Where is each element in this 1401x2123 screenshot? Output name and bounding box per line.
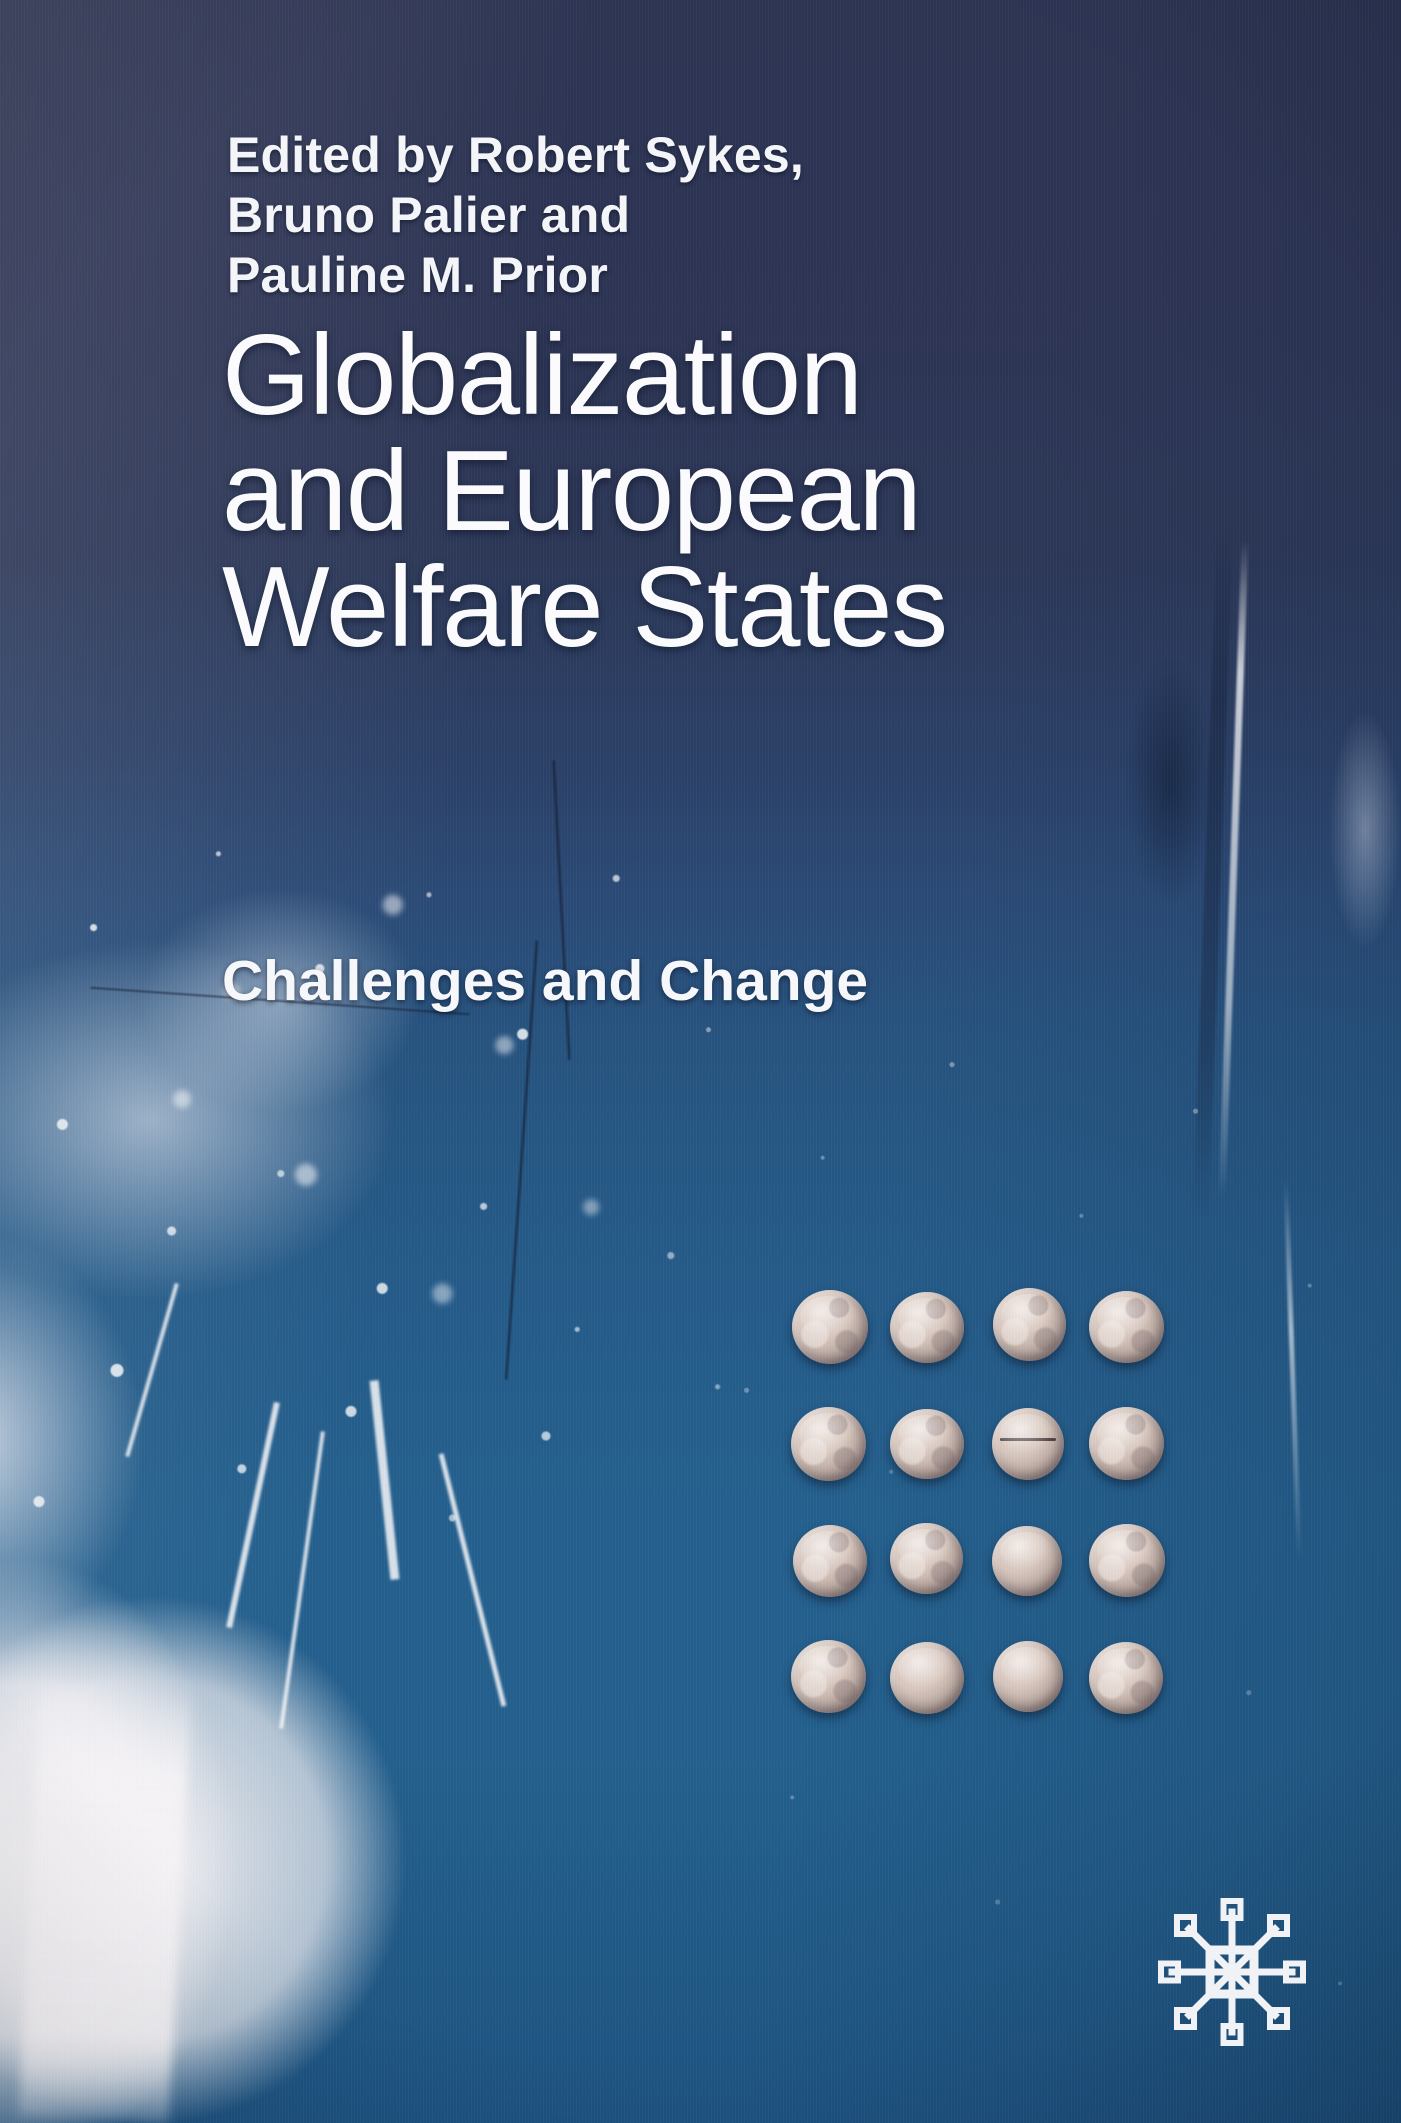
light-smudge [1330, 680, 1400, 980]
stud [791, 1407, 866, 1481]
stud-cell [888, 1288, 988, 1405]
stud [992, 1408, 1064, 1480]
stud-cell [788, 1405, 888, 1522]
stud-grid [788, 1288, 1188, 1756]
editor-credit-block: Edited by Robert Sykes, Bruno Palier and… [227, 125, 1127, 305]
stud [890, 1409, 964, 1479]
dark-smudge [1120, 620, 1220, 940]
title-line-2: and European [222, 428, 922, 555]
stud [890, 1523, 963, 1594]
book-title: Globalization and European Welfare State… [222, 318, 1282, 666]
stud [1089, 1642, 1163, 1714]
stud [890, 1292, 964, 1363]
stud [993, 1641, 1063, 1712]
book-subtitle: Challenges and Change [222, 949, 869, 1013]
stud-cell [988, 1405, 1088, 1522]
frost-blob-texture [120, 840, 740, 1380]
stud-cell [888, 1522, 988, 1639]
stud [793, 1525, 867, 1597]
stud-cell [988, 1639, 1088, 1756]
title-line-3: Welfare States [222, 544, 948, 671]
stud [890, 1642, 964, 1714]
editor-line-3: Pauline M. Prior [227, 247, 609, 303]
stud [992, 1526, 1062, 1596]
stud-cell [1088, 1522, 1188, 1639]
stud [993, 1288, 1066, 1361]
stud-cell [988, 1522, 1088, 1639]
stud-cell [788, 1288, 888, 1405]
stud-cell [1088, 1405, 1188, 1522]
editor-line-2: Bruno Palier and [227, 187, 631, 243]
palgrave-macmillan-logo [1148, 1888, 1316, 2056]
stud [1089, 1407, 1164, 1480]
stud-cell [888, 1405, 988, 1522]
stud-cell [788, 1522, 888, 1639]
stud-cell [888, 1639, 988, 1756]
stud-cell [988, 1288, 1088, 1405]
stud [1089, 1291, 1164, 1363]
stud [1089, 1524, 1165, 1597]
starburst-icon [1158, 1898, 1306, 2046]
editor-line-1: Edited by Robert Sykes, [227, 127, 804, 183]
stud-cell [1088, 1288, 1188, 1405]
stud [792, 1290, 868, 1364]
stud-cell [788, 1639, 888, 1756]
stud-cell [1088, 1639, 1188, 1756]
title-line-1: Globalization [222, 312, 863, 439]
stud [791, 1640, 866, 1713]
